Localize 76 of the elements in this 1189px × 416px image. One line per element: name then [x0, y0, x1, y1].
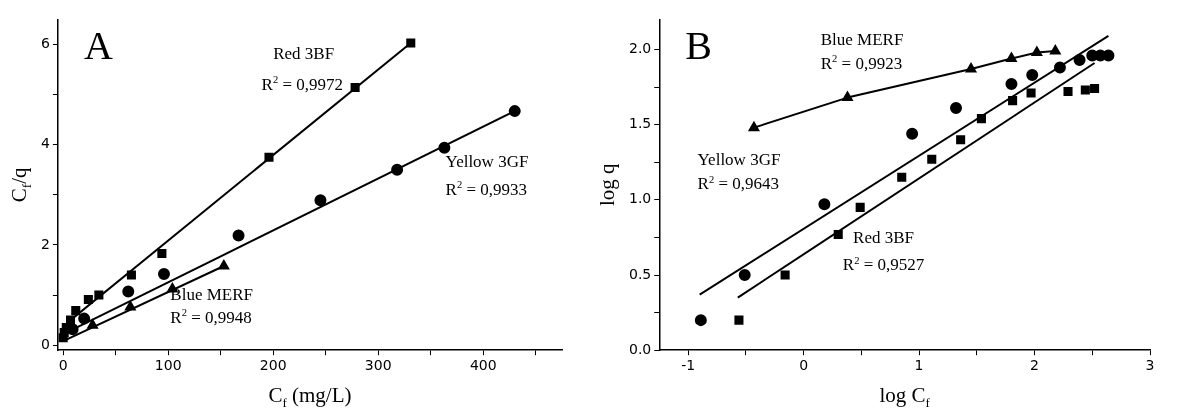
point — [694, 314, 707, 327]
point — [65, 315, 76, 325]
point — [122, 285, 135, 298]
annotation: Yellow 3GF — [445, 151, 529, 171]
point — [833, 229, 843, 239]
point — [748, 121, 760, 132]
point — [1005, 78, 1018, 91]
point — [927, 154, 937, 164]
x-tick-label: 100 — [154, 357, 182, 374]
point — [71, 306, 81, 316]
point — [125, 301, 136, 311]
point — [391, 163, 404, 176]
y-tick-label: 1.0 — [629, 190, 652, 207]
x-tick-label: 300 — [364, 357, 392, 374]
point — [218, 260, 230, 270]
point — [1026, 88, 1036, 98]
annotation: Yellow 3GF — [697, 150, 781, 170]
point — [976, 114, 986, 124]
point — [87, 319, 98, 329]
point — [1008, 96, 1018, 106]
point — [738, 269, 751, 282]
annotation: Red 3BF — [273, 44, 335, 64]
point — [508, 105, 521, 118]
point — [818, 198, 831, 211]
point — [350, 83, 360, 93]
y-tick-label: 1.5 — [629, 115, 652, 132]
chart-title: A — [83, 23, 113, 69]
x-tick-label: 400 — [469, 357, 497, 374]
point — [126, 270, 136, 280]
annotation: Red 3BF — [853, 228, 915, 248]
point — [1063, 87, 1073, 97]
point — [897, 172, 907, 182]
y-tick-label: 4 — [40, 135, 50, 152]
point — [780, 270, 790, 280]
x-tick-label: 0 — [799, 357, 809, 374]
y-tick-label: 0 — [40, 335, 50, 352]
point — [1053, 61, 1066, 74]
x-tick-label: 2 — [1030, 357, 1039, 374]
point — [842, 91, 853, 102]
point — [1049, 44, 1061, 55]
y-tick-label: 0.0 — [629, 340, 652, 357]
y-tick-label: 6 — [40, 35, 50, 52]
point — [314, 194, 327, 207]
point — [438, 141, 451, 154]
point — [264, 152, 274, 162]
x-tick-label: 200 — [259, 357, 287, 374]
point — [232, 229, 245, 242]
y-tick-label: 0.5 — [629, 265, 652, 282]
point — [1080, 85, 1090, 95]
point — [734, 315, 744, 325]
point — [956, 135, 966, 145]
point — [855, 202, 865, 212]
point — [406, 38, 416, 48]
point — [906, 127, 919, 140]
chart-title: B — [685, 23, 712, 69]
point — [78, 312, 91, 325]
point — [1026, 69, 1039, 82]
point — [1073, 54, 1086, 66]
x-tick-label: 1 — [914, 357, 924, 374]
x-tick-label: 3 — [1145, 357, 1155, 374]
point — [1006, 52, 1017, 62]
point — [1090, 84, 1100, 94]
y-tick-label: 2 — [40, 235, 50, 252]
point — [83, 295, 93, 305]
point — [965, 63, 977, 73]
point — [157, 268, 170, 281]
y-axis-title: log q — [595, 163, 619, 207]
point — [950, 102, 963, 115]
y-tick-label: 2.0 — [629, 40, 652, 57]
x-tick-label: 0 — [58, 357, 68, 374]
point — [157, 248, 167, 258]
point — [94, 290, 104, 300]
point — [1031, 46, 1043, 56]
annotation: Blue MERF — [820, 29, 904, 49]
x-tick-label: -1 — [681, 357, 696, 374]
y-axis-title: Cf/q — [7, 166, 35, 203]
